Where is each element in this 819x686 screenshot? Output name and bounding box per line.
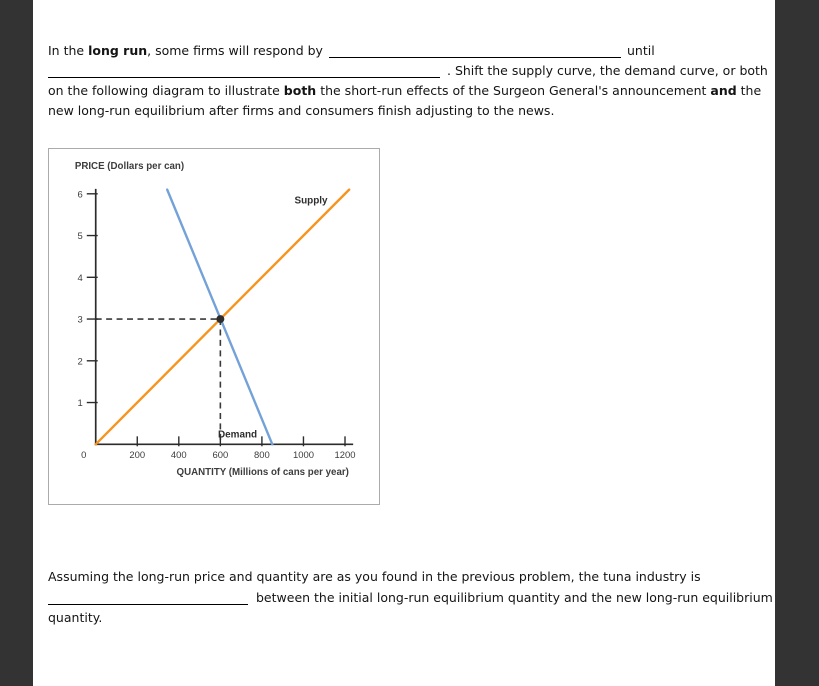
- x-tick-label: 0: [81, 450, 86, 461]
- y-tick-label: 4: [78, 273, 83, 284]
- question-2-line-1: Assuming the long-run price and quantity…: [48, 567, 768, 588]
- text-segment: the short-run effects of the Surgeon Gen…: [316, 83, 711, 98]
- text-segment: Assuming the long-run price and quantity…: [48, 569, 701, 584]
- chart-panel: PRICE (Dollars per can) 1 2 3 4 5 6 0 200 400 600 8…: [48, 148, 380, 505]
- question-1-line-3: on the following diagram to illustrate b…: [48, 81, 768, 101]
- supply-demand-diagram[interactable]: PRICE (Dollars per can) 1 2 3 4 5 6 0 200 400 600 8…: [49, 149, 379, 504]
- x-tick-label: 200: [129, 450, 145, 461]
- equilibrium-point[interactable]: [216, 315, 225, 324]
- text-segment: . Shift the supply curve, the demand cur…: [447, 63, 768, 78]
- x-tick-label: 800: [254, 450, 270, 461]
- text-segment: new long-run equilibrium after firms and…: [48, 103, 555, 118]
- x-axis-title: QUANTITY (Millions of cans per year): [177, 467, 349, 478]
- answer-blank-3[interactable]: [48, 603, 248, 605]
- question-1-line-4: new long-run equilibrium after firms and…: [48, 101, 768, 121]
- x-tick-label: 600: [212, 450, 228, 461]
- text-segment: the: [736, 83, 762, 98]
- answer-blank-2[interactable]: [48, 76, 440, 78]
- text-segment: quantity.: [48, 610, 103, 625]
- question-2-line-2: between the initial long-run equilibrium…: [48, 588, 773, 609]
- text-segment: In the: [48, 43, 89, 58]
- x-tick-label: 1200: [335, 450, 356, 461]
- answer-blank-1[interactable]: [328, 56, 621, 58]
- supply-label: Supply: [295, 196, 329, 207]
- y-tick-label: 2: [78, 356, 83, 367]
- worksheet-page: In the long run, some firms will respond…: [33, 0, 775, 686]
- x-tick-label: 1000: [293, 450, 314, 461]
- text-segment: on the following diagram to illustrate: [48, 83, 284, 98]
- question-2-line-3: quantity.: [48, 608, 768, 629]
- y-tick-label: 5: [78, 231, 83, 242]
- y-tick-label: 6: [78, 189, 83, 200]
- question-1-text: In the long run, some firms will respond…: [48, 41, 768, 121]
- text-segment-bold: and: [710, 83, 737, 98]
- x-tick-label: 400: [171, 450, 187, 461]
- text-segment: , some firms will respond by: [147, 43, 323, 58]
- text-segment: between the initial long-run equilibrium…: [256, 589, 773, 605]
- question-1-line-2: . Shift the supply curve, the demand cur…: [48, 61, 768, 81]
- text-segment: until: [626, 43, 655, 58]
- demand-label: Demand: [218, 429, 257, 440]
- question-1-line-1: In the long run, some firms will respond…: [48, 41, 768, 61]
- question-2-text: Assuming the long-run price and quantity…: [48, 567, 773, 629]
- text-segment-bold: both: [283, 83, 317, 98]
- y-tick-label: 1: [78, 398, 83, 409]
- text-segment-bold: long run: [88, 43, 148, 58]
- y-axis-title: PRICE (Dollars per can): [75, 161, 184, 172]
- y-tick-label: 3: [78, 315, 83, 326]
